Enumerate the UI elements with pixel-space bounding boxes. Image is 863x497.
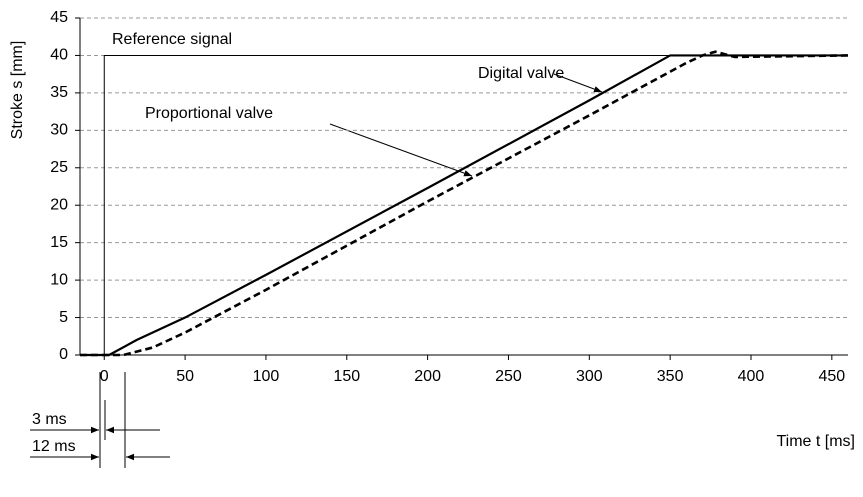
y-tick-label: 25 xyxy=(50,159,68,176)
x-tick-label: 150 xyxy=(333,368,360,385)
y-tick-label: 30 xyxy=(50,122,68,139)
y-tick-label: 40 xyxy=(50,47,68,64)
x-tick-label: 450 xyxy=(818,368,845,385)
y-tick-label: 5 xyxy=(59,309,68,326)
series-label: Digital valve xyxy=(478,65,564,82)
x-tick-label: 0 xyxy=(100,368,109,385)
y-axis-label: Stroke s [mm] xyxy=(9,41,26,140)
series-line xyxy=(80,54,848,357)
x-tick-label: 400 xyxy=(738,368,765,385)
dimension-marks xyxy=(30,372,170,468)
x-tick-label: 250 xyxy=(495,368,522,385)
y-tick-label: 45 xyxy=(50,9,68,26)
y-tick-label: 35 xyxy=(50,84,68,101)
series-label: Reference signal xyxy=(112,31,232,48)
arrow xyxy=(329,123,473,177)
x-tick-label: 300 xyxy=(576,368,603,385)
arrow xyxy=(553,73,603,93)
x-tick-label: 100 xyxy=(253,368,280,385)
series-line xyxy=(80,50,849,357)
x-tick-label: 350 xyxy=(657,368,684,385)
annotation: 3 ms xyxy=(32,411,67,428)
y-tick-label: 20 xyxy=(50,196,68,213)
y-tick-label: 0 xyxy=(59,346,68,363)
annotation: 12 ms xyxy=(32,438,76,455)
x-tick-label: 50 xyxy=(176,368,194,385)
y-tick-label: 10 xyxy=(50,271,68,288)
x-axis-label: Time t [ms] xyxy=(776,433,855,450)
x-tick-label: 200 xyxy=(414,368,441,385)
y-tick-label: 15 xyxy=(50,234,68,251)
series-label: Proportional valve xyxy=(145,105,273,122)
